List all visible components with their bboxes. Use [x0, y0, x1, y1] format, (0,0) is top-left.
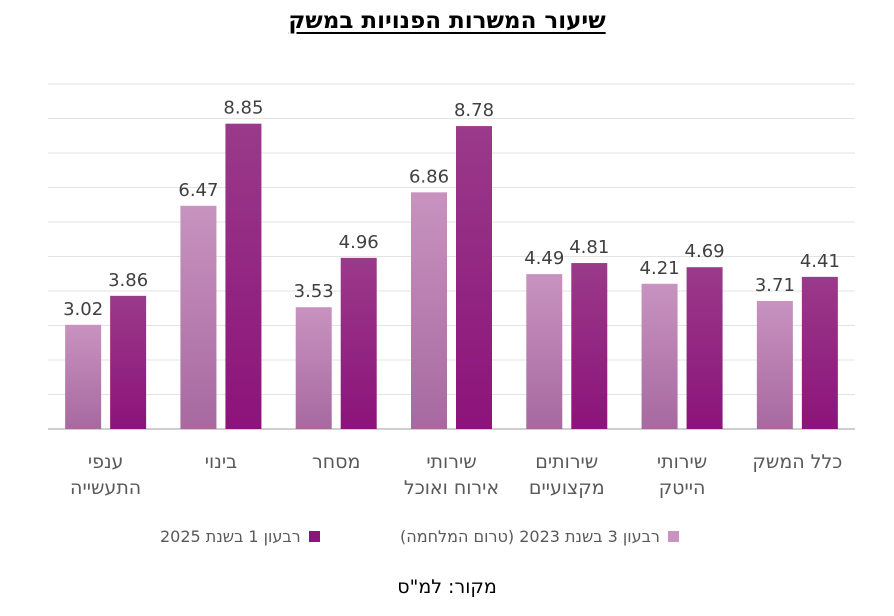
data-label-2025-5: 4.69 — [685, 241, 725, 262]
category-label-0-line-1: התעשייה — [70, 477, 141, 499]
data-label-2023-4: 4.49 — [524, 248, 564, 269]
category-labels: ענפי התעשייה בינוי מסחר שירותי אירוח ואוכל שיר… — [70, 451, 842, 499]
data-label-2023-5: 4.21 — [640, 258, 680, 279]
data-label-2023-0: 3.02 — [63, 299, 103, 320]
bar-2025-5 — [686, 267, 723, 429]
data-label-2025-6: 4.41 — [800, 251, 840, 272]
legend-label-2023: רבעון 3 בשנת 2023 (טרום המלחמה) — [400, 527, 660, 546]
data-label-2025-1: 8.85 — [223, 98, 263, 119]
bar-2025-4 — [571, 263, 608, 429]
category-label-5-line-1: הייטק — [659, 477, 706, 499]
data-label-2023-1: 6.47 — [178, 180, 218, 201]
category-label-3-line-1: אירוח ואוכל — [404, 477, 499, 499]
data-label-2025-0: 3.86 — [108, 270, 148, 291]
chart-title: שיעור המשרות הפנויות במשק — [0, 8, 894, 34]
legend-entry-2025: רבעון 1 בשנת 2025 — [160, 527, 320, 546]
legend: רבעון 1 בשנת 2025 רבעון 3 בשנת 2023 (טרו… — [0, 527, 894, 551]
gridlines — [48, 83, 855, 430]
data-label-2025-3: 8.78 — [454, 100, 494, 121]
bar-2023-5 — [641, 283, 678, 429]
data-labels: 3.023.86 6.47 8.85 3.53 4.96 6.86 8.78 4.494.81… — [63, 98, 840, 320]
bar-chart: 3.023.86 6.47 8.85 3.53 4.96 6.86 8.78 4.494.81… — [48, 83, 855, 499]
data-label-2023-2: 3.53 — [294, 281, 334, 302]
legend-swatch-2025 — [308, 531, 320, 542]
bar-2025-3 — [456, 126, 492, 429]
category-label-2-line-0: מסחר — [312, 451, 360, 473]
category-label-0-line-0: ענפי — [88, 451, 124, 473]
bar-2023-6 — [756, 301, 793, 429]
category-label-4-line-0: שירותים — [535, 451, 598, 473]
data-label-2023-6: 3.71 — [755, 275, 795, 296]
category-label-5-line-0: שירותי — [657, 451, 707, 473]
bar-2025-2 — [340, 257, 377, 429]
bar-2023-3 — [411, 192, 447, 429]
bar-2023-2 — [295, 307, 332, 429]
legend-swatch-2023 — [667, 531, 679, 542]
legend-label-2025: רבעון 1 בשנת 2025 — [160, 527, 301, 546]
category-label-6-line-0: כלל המשק — [752, 451, 842, 473]
category-label-1-line-0: בינוי — [205, 451, 237, 473]
category-label-3-line-0: שירותי — [426, 451, 476, 473]
data-label-2023-3: 6.86 — [409, 166, 449, 187]
bar-2025-1 — [225, 123, 262, 430]
bar-2023-0 — [65, 324, 102, 429]
data-label-2025-4: 4.81 — [569, 237, 609, 258]
bar-2023-4 — [526, 274, 563, 429]
data-label-2025-2: 4.96 — [339, 232, 379, 253]
source-note: מקור: למ"ס — [397, 576, 497, 598]
bars — [65, 123, 838, 430]
bar-2025-0 — [110, 295, 147, 429]
chart-title-text: שיעור המשרות הפנויות במשק — [288, 8, 606, 34]
bar-2025-6 — [801, 276, 838, 429]
category-label-4-line-1: מקצועיים — [529, 477, 605, 499]
legend-entry-2023: רבעון 3 בשנת 2023 (טרום המלחמה) — [400, 527, 679, 546]
bar-2023-1 — [180, 205, 217, 429]
